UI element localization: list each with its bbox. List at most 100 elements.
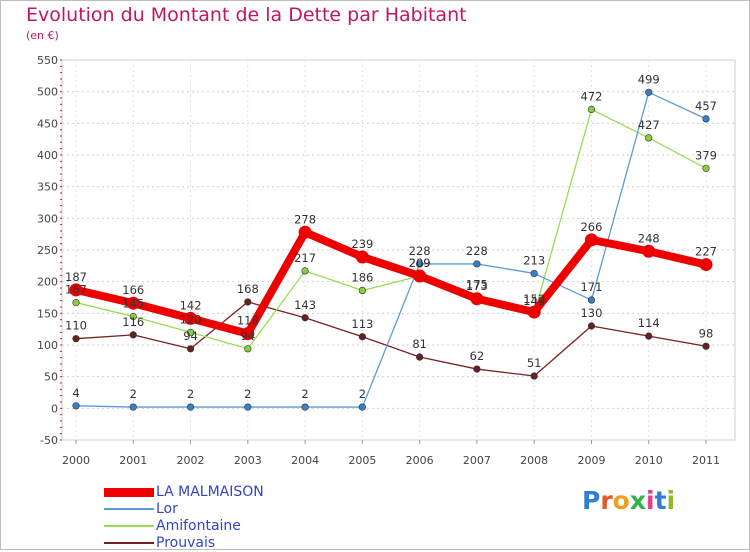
y-tick-label: -50 <box>40 434 58 447</box>
data-label: 168 <box>237 282 259 296</box>
data-label: 209 <box>409 256 431 270</box>
x-axis: 2000 2001 2002 2003 2004 2005 2006 2007 2008 2009… <box>62 440 720 467</box>
series-line-prouvais <box>75 301 707 377</box>
x-tick-label: 2003 <box>234 454 262 467</box>
data-point <box>301 267 309 275</box>
data-label: 152 <box>523 292 545 306</box>
series-line-lor <box>75 91 707 408</box>
data-label: 167 <box>65 283 87 297</box>
data-label: 110 <box>65 319 87 333</box>
data-point <box>72 298 80 307</box>
data-label: 145 <box>122 297 144 311</box>
data-label: 227 <box>695 245 717 259</box>
data-point <box>702 115 710 123</box>
data-point <box>645 88 653 96</box>
data-label: 266 <box>580 220 602 234</box>
legend-swatch <box>104 508 154 510</box>
data-point <box>129 403 137 411</box>
data-label: 4 <box>72 386 79 400</box>
x-tick-label: 2004 <box>291 454 319 467</box>
data-label: 120 <box>180 312 202 326</box>
data-label: 149 <box>523 294 545 308</box>
chart-subtitle: (en €) <box>26 29 59 42</box>
legend-label: Prouvais <box>156 535 216 551</box>
data-label: 499 <box>638 72 660 86</box>
data-point <box>126 296 140 310</box>
y-tick-label: 250 <box>37 244 58 257</box>
data-point <box>413 269 427 283</box>
data-label: 379 <box>695 148 717 162</box>
data-label: 113 <box>351 317 373 331</box>
data-point <box>358 333 366 341</box>
data-point <box>702 164 710 172</box>
y-axis: -50 0 50 100 150 200 250 300 350 400 450 500 550 <box>37 54 58 447</box>
data-label: 62 <box>470 349 485 363</box>
data-label: 228 <box>409 244 431 258</box>
data-label: 186 <box>351 271 373 285</box>
legend-swatch <box>104 488 154 497</box>
data-point <box>241 327 255 341</box>
data-point <box>642 244 656 258</box>
legend-label: Amifontaine <box>156 518 241 534</box>
x-tick-label: 2010 <box>635 454 663 467</box>
series-line-amifontaine <box>75 108 707 350</box>
logo-letter: o <box>612 486 630 515</box>
legend-label: LA MALMAISON <box>156 484 264 500</box>
y-tick-label: 350 <box>37 181 58 194</box>
data-point <box>645 134 653 142</box>
data-label: 2 <box>130 387 137 401</box>
data-point <box>244 298 252 306</box>
series-group <box>69 88 713 411</box>
data-point <box>186 345 195 353</box>
data-point <box>416 353 424 361</box>
y-tick-label: 450 <box>37 117 58 130</box>
data-label: 94 <box>183 329 198 343</box>
chart-title: Evolution du Montant de la Dette par Hab… <box>26 4 467 26</box>
data-label: 81 <box>412 337 427 351</box>
y-tick-label: 50 <box>44 371 58 384</box>
data-point <box>584 233 598 247</box>
data-point <box>301 403 309 411</box>
data-label: 228 <box>466 244 488 258</box>
x-tick-label: 2005 <box>348 454 376 467</box>
data-label: 171 <box>580 280 602 294</box>
data-label: 166 <box>122 283 144 297</box>
x-tick-label: 2009 <box>577 454 605 467</box>
y-tick-label: 400 <box>37 149 58 162</box>
data-label: 173 <box>466 279 488 293</box>
data-point <box>473 365 481 373</box>
data-label: 143 <box>294 298 316 312</box>
data-label: 209 <box>409 256 431 270</box>
data-point <box>470 292 484 306</box>
legend-label: Lor <box>156 501 178 517</box>
data-label: 2 <box>301 387 308 401</box>
data-point <box>587 105 596 113</box>
x-tick-label: 2006 <box>406 454 434 467</box>
data-point <box>69 283 83 297</box>
legend-swatch <box>104 525 154 527</box>
data-point <box>184 311 198 325</box>
data-point <box>244 345 252 353</box>
data-label: 278 <box>294 212 316 226</box>
data-point <box>72 335 80 343</box>
y-tick-label: 200 <box>37 276 58 289</box>
logo-letter: P <box>582 486 601 515</box>
data-label: 51 <box>527 356 542 370</box>
data-label: 130 <box>580 306 602 320</box>
x-tick-label: 2007 <box>463 454 491 467</box>
data-label: 116 <box>122 315 144 329</box>
data-label: 142 <box>180 298 202 312</box>
data-point <box>298 225 312 239</box>
data-point <box>473 260 481 268</box>
y-tick-label: 150 <box>37 307 58 320</box>
data-label: 2 <box>187 387 194 401</box>
data-label: 213 <box>523 253 545 267</box>
x-tick-label: 2011 <box>692 454 720 467</box>
data-point <box>530 269 538 278</box>
data-point <box>530 372 538 380</box>
data-point <box>699 258 713 272</box>
data-label: 239 <box>351 237 373 251</box>
data-point <box>527 305 541 319</box>
data-point <box>587 322 596 330</box>
